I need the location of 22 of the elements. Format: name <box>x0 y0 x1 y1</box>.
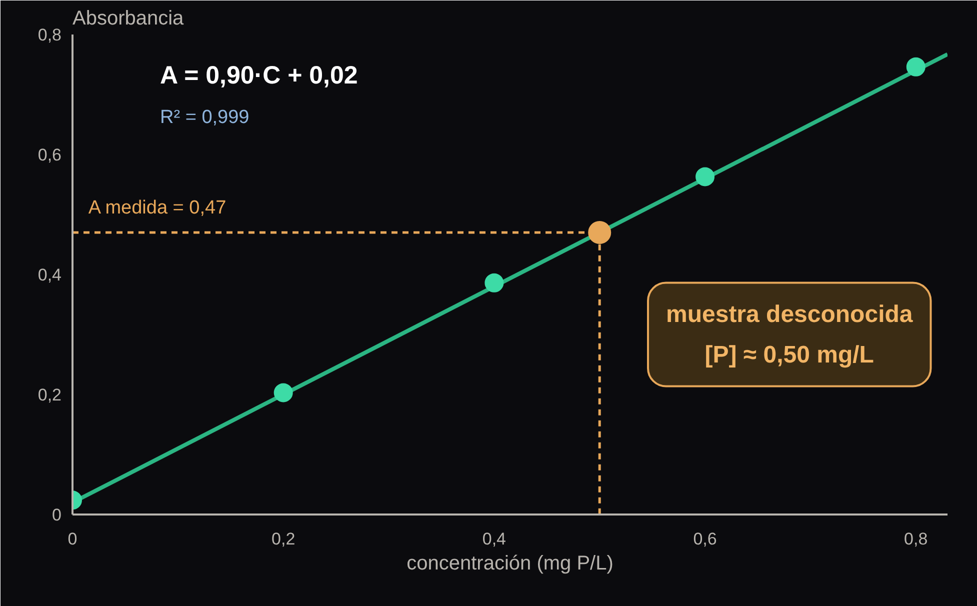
annotation: [P] ≈ 0,50 mg/L <box>704 341 874 368</box>
point <box>906 57 926 76</box>
x-tick-label: 0,6 <box>693 530 717 548</box>
annotation: A = 0,90·C + 0,02 <box>160 62 358 90</box>
y-tick-label: 0,4 <box>38 266 62 284</box>
point <box>588 221 612 244</box>
y-tick-label: 0,6 <box>38 146 62 164</box>
y-tick-label: 0,2 <box>38 386 62 404</box>
point <box>484 273 504 292</box>
x-tick-label: 0,8 <box>904 530 928 548</box>
point <box>274 383 293 402</box>
y-tick-label: 0 <box>52 506 62 524</box>
x-tick-label: 0 <box>68 530 78 548</box>
y-axis-title: Absorbancia <box>72 8 185 30</box>
annotation: muestra desconocida <box>666 300 914 328</box>
annotation: R² = 0,999 <box>160 107 250 128</box>
x-tick-label: 0,4 <box>482 530 506 548</box>
y-tick-label: 0,8 <box>38 26 62 44</box>
annotation: A medida = 0,47 <box>88 198 226 218</box>
point <box>696 167 715 186</box>
x-axis-title: concentración (mg P/L) <box>406 552 614 574</box>
x-tick-label: 0,2 <box>272 530 296 548</box>
